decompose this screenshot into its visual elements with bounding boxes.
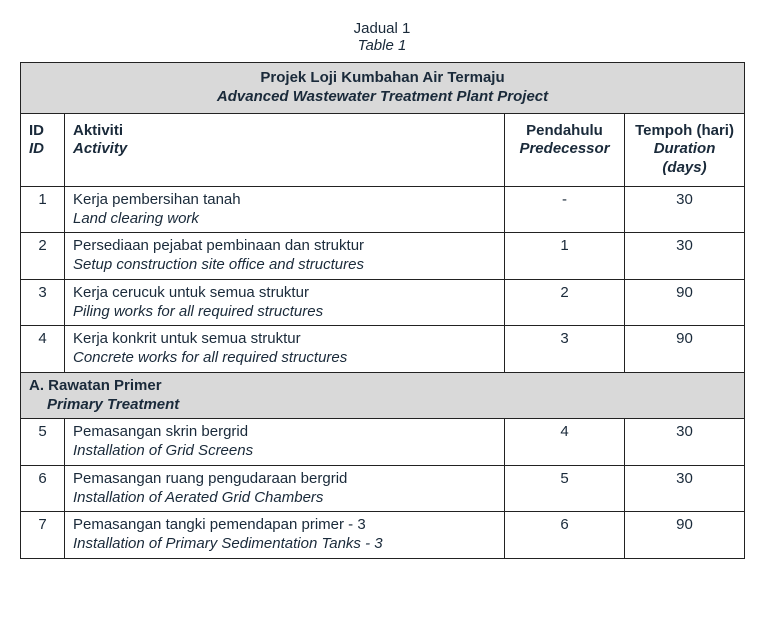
- activity-ms: Pemasangan tangki pemendapan primer - 3: [73, 516, 496, 535]
- activity-ms: Pemasangan ruang pengudaraan bergrid: [73, 470, 496, 489]
- activity-ms: Kerja pembersihan tanah: [73, 191, 496, 210]
- table-row: 3 Kerja cerucuk untuk semua struktur Pil…: [21, 279, 745, 326]
- row-predecessor: 3: [505, 326, 625, 373]
- row-duration: 90: [625, 512, 745, 559]
- activity-ms: Kerja konkrit untuk semua struktur: [73, 330, 496, 349]
- header-predecessor-en: Predecessor: [513, 140, 616, 159]
- header-predecessor-ms: Pendahulu: [513, 122, 616, 141]
- header-activity: Aktiviti Activity: [65, 113, 505, 186]
- table-row: 7 Pemasangan tangki pemendapan primer - …: [21, 512, 745, 559]
- caption-ms: Jadual 1: [20, 20, 744, 37]
- project-table: Projek Loji Kumbahan Air Termaju Advance…: [20, 62, 745, 559]
- activity-en: Installation of Aerated Grid Chambers: [73, 489, 496, 508]
- row-predecessor: 6: [505, 512, 625, 559]
- row-activity: Kerja pembersihan tanah Land clearing wo…: [65, 186, 505, 233]
- row-duration: 30: [625, 186, 745, 233]
- activity-ms: Kerja cerucuk untuk semua struktur: [73, 284, 496, 303]
- row-predecessor: 2: [505, 279, 625, 326]
- table-title-row: Projek Loji Kumbahan Air Termaju Advance…: [21, 63, 745, 114]
- row-activity: Kerja konkrit untuk semua struktur Concr…: [65, 326, 505, 373]
- row-predecessor: 1: [505, 233, 625, 280]
- table-row: 2 Persediaan pejabat pembinaan dan struk…: [21, 233, 745, 280]
- activity-en: Setup construction site office and struc…: [73, 256, 496, 275]
- row-predecessor: 4: [505, 419, 625, 466]
- row-duration: 30: [625, 233, 745, 280]
- section-a-row: A. Rawatan Primer Primary Treatment: [21, 372, 745, 419]
- row-id: 3: [21, 279, 65, 326]
- header-id-ms: ID: [29, 122, 56, 141]
- section-a-en: Primary Treatment: [29, 396, 736, 415]
- activity-en: Installation of Primary Sedimentation Ta…: [73, 535, 496, 554]
- row-duration: 30: [625, 419, 745, 466]
- table-row: 5 Pemasangan skrin bergrid Installation …: [21, 419, 745, 466]
- section-a-ms: A. Rawatan Primer: [29, 377, 736, 396]
- row-duration: 90: [625, 326, 745, 373]
- row-activity: Pemasangan skrin bergrid Installation of…: [65, 419, 505, 466]
- header-duration-ms: Tempoh (hari): [633, 122, 736, 141]
- row-activity: Pemasangan ruang pengudaraan bergrid Ins…: [65, 465, 505, 512]
- table-row: 4 Kerja konkrit untuk semua struktur Con…: [21, 326, 745, 373]
- row-id: 4: [21, 326, 65, 373]
- row-predecessor: 5: [505, 465, 625, 512]
- activity-ms: Persediaan pejabat pembinaan dan struktu…: [73, 237, 496, 256]
- header-duration-en: Duration (days): [633, 140, 736, 178]
- row-id: 1: [21, 186, 65, 233]
- table-caption: Jadual 1 Table 1: [20, 20, 744, 54]
- table-row: 1 Kerja pembersihan tanah Land clearing …: [21, 186, 745, 233]
- activity-en: Land clearing work: [73, 210, 496, 229]
- row-id: 7: [21, 512, 65, 559]
- table-row: 6 Pemasangan ruang pengudaraan bergrid I…: [21, 465, 745, 512]
- header-activity-en: Activity: [73, 140, 496, 159]
- row-duration: 90: [625, 279, 745, 326]
- header-duration: Tempoh (hari) Duration (days): [625, 113, 745, 186]
- header-id-en: ID: [29, 140, 56, 159]
- row-id: 6: [21, 465, 65, 512]
- row-id: 2: [21, 233, 65, 280]
- header-activity-ms: Aktiviti: [73, 122, 496, 141]
- row-id: 5: [21, 419, 65, 466]
- row-predecessor: -: [505, 186, 625, 233]
- row-activity: Kerja cerucuk untuk semua struktur Pilin…: [65, 279, 505, 326]
- activity-ms: Pemasangan skrin bergrid: [73, 423, 496, 442]
- activity-en: Piling works for all required structures: [73, 303, 496, 322]
- activity-en: Installation of Grid Screens: [73, 442, 496, 461]
- table-title-ms: Projek Loji Kumbahan Air Termaju: [29, 69, 736, 88]
- row-activity: Persediaan pejabat pembinaan dan struktu…: [65, 233, 505, 280]
- table-title-en: Advanced Wastewater Treatment Plant Proj…: [29, 88, 736, 107]
- caption-en: Table 1: [20, 37, 744, 54]
- header-id: ID ID: [21, 113, 65, 186]
- table-header-row: ID ID Aktiviti Activity Pendahulu Predec…: [21, 113, 745, 186]
- activity-en: Concrete works for all required structur…: [73, 349, 496, 368]
- row-activity: Pemasangan tangki pemendapan primer - 3 …: [65, 512, 505, 559]
- header-predecessor: Pendahulu Predecessor: [505, 113, 625, 186]
- row-duration: 30: [625, 465, 745, 512]
